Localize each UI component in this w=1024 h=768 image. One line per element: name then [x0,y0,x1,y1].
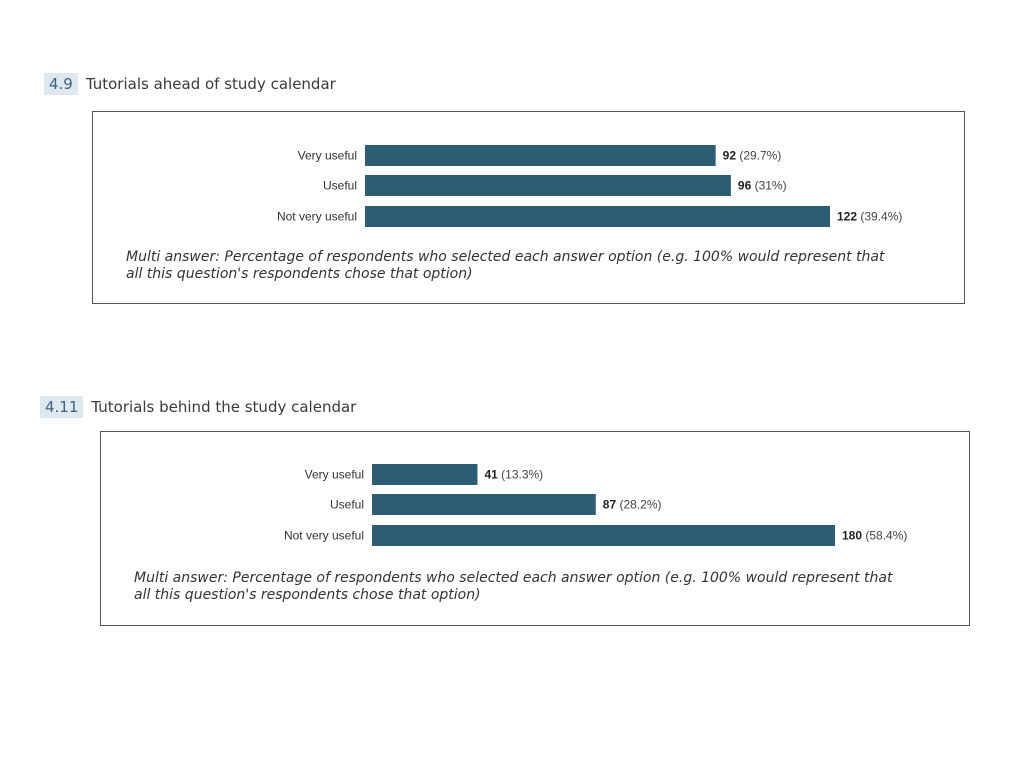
bar-chart-4-11: Very useful 41 (13.3%) Useful 87 (28.2%) Not… [284,464,907,546]
section-heading-4-11: 4.11 Tutorials behind the study calendar [40,396,356,418]
category-label: Useful [330,498,364,512]
chart-box-4-9: Very useful 92 (29.7%) Useful 96 (31%) Not v… [92,111,965,304]
bar [365,175,731,196]
question-number-badge: 4.9 [44,73,78,95]
value-label: 92 (29.7%) [723,149,782,163]
bar [372,494,596,515]
category-label: Not very useful [284,529,364,543]
question-number-badge: 4.11 [40,396,84,418]
category-label: Not very useful [277,210,357,224]
bar [365,145,716,166]
bar [372,464,478,485]
chart-box-4-11: Very useful 41 (13.3%) Useful 87 (28.2%) Not… [100,431,970,626]
value-label: 87 (28.2%) [603,498,662,512]
bar [372,525,835,546]
chart-note: Multi answer: Percentage of respondents … [126,249,885,282]
bar-chart-4-9: Very useful 92 (29.7%) Useful 96 (31%) Not v… [277,145,902,227]
value-label: 122 (39.4%) [837,210,902,224]
bar [365,206,830,227]
chart-note: Multi answer: Percentage of respondents … [134,570,893,603]
category-label: Very useful [298,149,357,163]
value-label: 96 (31%) [738,179,787,193]
question-title: Tutorials ahead of study calendar [85,75,336,93]
category-label: Very useful [305,468,364,482]
value-label: 41 (13.3%) [484,468,543,482]
section-heading-4-9: 4.9 Tutorials ahead of study calendar [44,73,336,95]
category-label: Useful [323,179,357,193]
question-title: Tutorials behind the study calendar [91,398,357,416]
value-label: 180 (58.4%) [842,529,907,543]
